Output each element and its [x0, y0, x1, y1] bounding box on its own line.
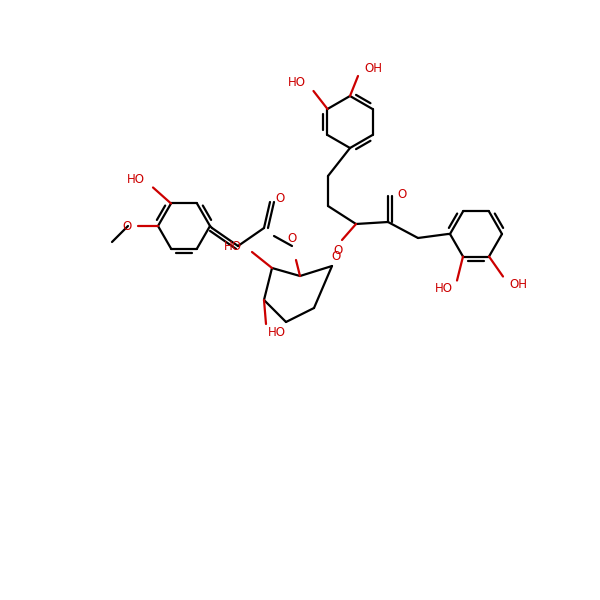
Text: O: O	[287, 232, 296, 245]
Text: HO: HO	[224, 239, 242, 253]
Text: O: O	[123, 220, 132, 232]
Text: O: O	[334, 244, 343, 257]
Text: O: O	[397, 187, 407, 200]
Text: HO: HO	[435, 282, 453, 295]
Text: HO: HO	[268, 325, 286, 338]
Text: HO: HO	[127, 173, 145, 186]
Text: OH: OH	[364, 61, 382, 74]
Text: O: O	[331, 250, 341, 263]
Text: HO: HO	[287, 76, 305, 89]
Text: OH: OH	[509, 278, 527, 291]
Text: O: O	[275, 191, 284, 205]
